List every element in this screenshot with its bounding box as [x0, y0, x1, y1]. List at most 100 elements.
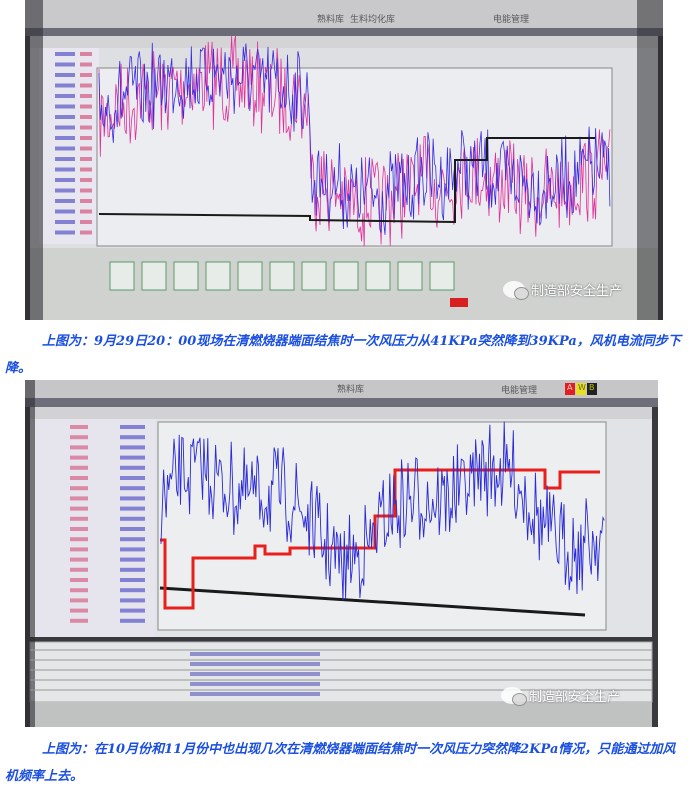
axis-tick-label-red: [70, 608, 88, 613]
trace-series-c: [159, 586, 586, 617]
axis-tick-label-red: [80, 157, 92, 161]
alarm-label-b: B: [589, 383, 595, 392]
alarm-badge-a[interactable]: [565, 383, 575, 395]
top-menu-bar: [25, 0, 663, 28]
trend-screen-render: [25, 380, 658, 727]
axis-tick-label-red: [80, 52, 92, 56]
axis-tick-label-red: [70, 527, 88, 531]
axis-tick-label-blue: [120, 537, 145, 542]
trend-screen-render: [25, 0, 663, 320]
value-box: [333, 261, 359, 291]
axis-tick-label-red: [80, 62, 92, 67]
axis-tick-label-red: [80, 230, 92, 235]
axis-tick-label-blue: [55, 209, 75, 214]
watermark-text: 制造部安全生产: [529, 690, 621, 705]
axis-labels-column: [39, 48, 99, 244]
axis-tick-label-red: [70, 476, 88, 480]
axis-tick-label-red: [80, 220, 92, 224]
axis-tick-label-red: [70, 445, 88, 450]
axis-tick-label-red: [80, 125, 92, 130]
axis-tick-label-red: [80, 209, 92, 214]
top-menu-bar: [25, 380, 658, 398]
axis-tick-label-blue: [55, 220, 75, 224]
value-box: [237, 261, 263, 291]
alarm-label-w: W: [578, 383, 586, 392]
axis-tick-label-red: [70, 455, 88, 460]
axis-tick-label-red: [70, 516, 88, 521]
trend-screen-photo-1: 生料均化库 熟料库 电能管理 制造部安全生产: [25, 0, 663, 320]
axis-tick-label-red: [80, 104, 92, 109]
wechat-icon: [503, 281, 529, 300]
value-box: [173, 261, 199, 291]
axis-tick-label-blue: [120, 567, 145, 572]
axis-tick-label-blue: [120, 598, 145, 603]
axis-tick-label-blue: [55, 136, 75, 140]
trace-series-b: [160, 468, 600, 610]
table-cell: [190, 652, 320, 656]
axis-tick-label-red: [70, 547, 88, 552]
axis-tick-label-red: [70, 537, 88, 542]
value-box: [205, 261, 231, 291]
axis-tick-label-blue: [120, 608, 145, 613]
axis-tick-label-blue: [55, 83, 75, 88]
axis-tick-label-blue: [120, 547, 145, 552]
toolbar: [30, 36, 658, 48]
alarm-badge-b[interactable]: [587, 383, 597, 395]
axis-tick-label-blue: [55, 115, 75, 119]
axis-tick-label-blue: [120, 618, 145, 623]
axis-tick-label-red: [80, 178, 92, 182]
axis-tick-label-red: [70, 506, 88, 511]
axis-tick-label-red: [80, 188, 92, 193]
axis-tick-label-blue: [120, 557, 145, 562]
alarm-badge-w[interactable]: [576, 383, 586, 395]
axis-tick-label-blue: [120, 455, 145, 460]
caption-1: 上图为：9月29日20：00现场在清燃烧器端面结焦时一次风压力从41KPa突然降…: [5, 334, 681, 376]
axis-tick-label-red: [80, 73, 92, 77]
value-box: [141, 261, 167, 291]
axis-tick-label-red: [80, 94, 92, 98]
axis-tick-label-red: [80, 199, 92, 203]
trace-series-c: [98, 137, 595, 224]
menu-button-power-management: 电能管理: [493, 15, 530, 25]
caption-2: 上图为：在10月份和11月份中也出现几次在清燃烧器端面结焦时一次风压力突然降2K…: [5, 742, 676, 784]
axis-tick-label-blue: [55, 94, 75, 98]
axis-tick-label-blue: [120, 486, 145, 491]
plot-area: [157, 421, 607, 631]
axis-tick-label-blue: [55, 167, 75, 172]
table-cell: [190, 672, 320, 676]
axis-tick-label-red: [70, 435, 88, 440]
axis-tick-label-blue: [120, 445, 145, 450]
axis-tick-label-blue: [55, 73, 75, 77]
value-box: [109, 261, 135, 291]
axis-tick-label-red: [70, 567, 88, 572]
axis-tick-label-red: [70, 465, 88, 470]
axis-tick-label-blue: [55, 188, 75, 193]
axis-tick-label-blue: [55, 62, 75, 67]
trace-series-a: [160, 421, 605, 601]
axis-tick-label-blue: [55, 125, 75, 130]
axis-tick-label-blue: [55, 230, 75, 235]
legend-table: [29, 641, 653, 703]
axis-tick-label-blue: [120, 465, 145, 470]
menu-button-clinker-silo: 熟料库: [317, 15, 345, 25]
trend-screen-photo-2: 熟料库 电能管理 A W B 制造部安全生产: [25, 380, 658, 727]
menu-button-raw-meal-silo: 生料均化库: [350, 15, 396, 25]
axis-tick-label-red: [70, 618, 88, 623]
axis-tick-label-red: [70, 486, 88, 491]
axis-tick-label-red: [80, 167, 92, 172]
axis-tick-label-red: [80, 146, 92, 151]
axis-tick-label-blue: [55, 146, 75, 151]
axis-tick-label-blue: [55, 104, 75, 109]
window-title-bar: [25, 398, 658, 407]
axis-tick-label-blue: [55, 178, 75, 182]
value-box: [365, 261, 391, 291]
watermark: 制造部安全生产: [503, 280, 623, 300]
axis-tick-label-red: [70, 425, 88, 429]
table-cell: [190, 692, 320, 696]
alarm-label-a: A: [567, 383, 573, 392]
watermark-text: 制造部安全生产: [531, 284, 623, 299]
axis-tick-label-blue: [120, 527, 145, 531]
value-box: [429, 261, 455, 291]
table-cell: [190, 662, 320, 666]
axis-tick-label-blue: [120, 425, 145, 429]
